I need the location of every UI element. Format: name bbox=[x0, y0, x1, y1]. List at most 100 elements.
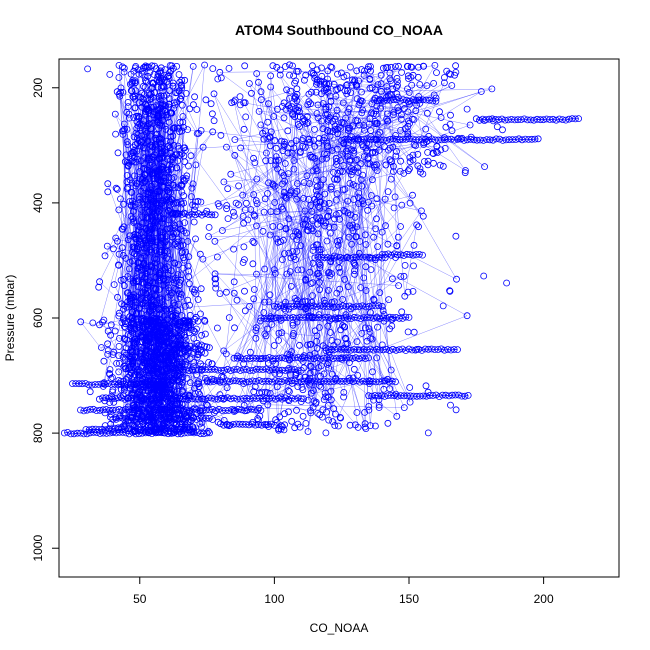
data-point bbox=[329, 418, 337, 426]
data-point bbox=[233, 296, 241, 304]
data-point bbox=[405, 89, 413, 96]
data-point bbox=[286, 95, 293, 102]
data-point bbox=[201, 349, 209, 357]
data-point bbox=[281, 63, 289, 70]
data-point bbox=[165, 74, 173, 82]
level-leg-line-1 bbox=[85, 427, 194, 431]
data-point bbox=[179, 373, 187, 381]
x-tick-label: 150 bbox=[399, 592, 419, 606]
data-point bbox=[452, 232, 460, 240]
data-point bbox=[341, 334, 349, 342]
data-point bbox=[204, 401, 211, 409]
data-point bbox=[374, 323, 381, 331]
data-point bbox=[95, 283, 103, 291]
data-point bbox=[384, 188, 392, 196]
data-point bbox=[128, 87, 136, 95]
data-point bbox=[173, 98, 181, 106]
data-point bbox=[240, 125, 248, 133]
data-point bbox=[409, 287, 417, 295]
data-point bbox=[337, 414, 345, 422]
level-leg-line-13 bbox=[274, 305, 383, 308]
data-point bbox=[270, 421, 278, 429]
data-point bbox=[445, 392, 453, 400]
data-point bbox=[218, 227, 226, 234]
data-point bbox=[209, 405, 217, 413]
data-point bbox=[251, 383, 259, 391]
data-point bbox=[334, 169, 342, 177]
data-point bbox=[201, 61, 209, 69]
data-point bbox=[115, 312, 123, 320]
data-point bbox=[241, 62, 249, 70]
data-point bbox=[276, 413, 284, 421]
data-point bbox=[447, 346, 455, 354]
data-point bbox=[397, 126, 405, 134]
data-lines-layer bbox=[64, 64, 579, 435]
data-point bbox=[169, 79, 177, 87]
data-point bbox=[285, 215, 293, 223]
data-point bbox=[203, 429, 211, 437]
data-point bbox=[250, 154, 257, 162]
data-point bbox=[250, 388, 258, 396]
data-point bbox=[380, 311, 388, 318]
data-point bbox=[115, 342, 123, 350]
data-point bbox=[212, 407, 220, 415]
data-point bbox=[466, 121, 474, 129]
data-point bbox=[107, 410, 115, 418]
data-point bbox=[104, 180, 112, 188]
data-point bbox=[432, 148, 440, 155]
data-point bbox=[106, 369, 113, 377]
level-leg-line-12 bbox=[260, 316, 410, 320]
data-point bbox=[360, 67, 368, 75]
data-point bbox=[349, 303, 357, 311]
level-leg-line-17 bbox=[341, 138, 539, 141]
data-point bbox=[404, 328, 412, 336]
data-point bbox=[112, 130, 119, 138]
data-point bbox=[289, 321, 297, 329]
data-point bbox=[104, 340, 111, 348]
data-point bbox=[340, 393, 348, 401]
data-point bbox=[424, 161, 432, 169]
data-point bbox=[401, 261, 409, 269]
data-point bbox=[216, 290, 224, 298]
data-point bbox=[440, 79, 448, 87]
data-point bbox=[446, 121, 454, 128]
data-point bbox=[395, 346, 403, 354]
series-line-spread-upper bbox=[292, 65, 492, 175]
data-point bbox=[265, 366, 273, 374]
data-point bbox=[440, 74, 448, 81]
data-point bbox=[298, 383, 306, 391]
data-point bbox=[410, 241, 418, 249]
data-point bbox=[134, 276, 142, 284]
data-point bbox=[105, 394, 113, 402]
data-point bbox=[320, 200, 328, 208]
data-point bbox=[110, 398, 118, 406]
data-point bbox=[334, 85, 342, 93]
data-point bbox=[257, 96, 265, 104]
data-point bbox=[209, 416, 216, 423]
data-point bbox=[436, 161, 444, 169]
data-point bbox=[64, 428, 71, 436]
data-point bbox=[98, 344, 105, 351]
data-point bbox=[323, 360, 331, 368]
data-point bbox=[477, 88, 485, 95]
data-point bbox=[354, 314, 361, 322]
data-point bbox=[404, 167, 412, 175]
data-point bbox=[289, 313, 297, 321]
data-point bbox=[199, 255, 207, 263]
data-point bbox=[308, 62, 316, 70]
data-point bbox=[173, 63, 181, 70]
data-point bbox=[367, 192, 375, 199]
data-point bbox=[101, 252, 109, 260]
data-point bbox=[198, 419, 206, 426]
data-point bbox=[250, 286, 258, 293]
data-point bbox=[115, 309, 123, 317]
level-leg-line-11 bbox=[328, 348, 458, 351]
data-point bbox=[446, 287, 454, 295]
data-point bbox=[416, 81, 424, 88]
data-point bbox=[231, 324, 238, 332]
data-point bbox=[409, 71, 417, 79]
data-point bbox=[425, 136, 433, 144]
data-point bbox=[98, 380, 106, 388]
data-point bbox=[407, 74, 415, 81]
data-point bbox=[237, 144, 245, 152]
